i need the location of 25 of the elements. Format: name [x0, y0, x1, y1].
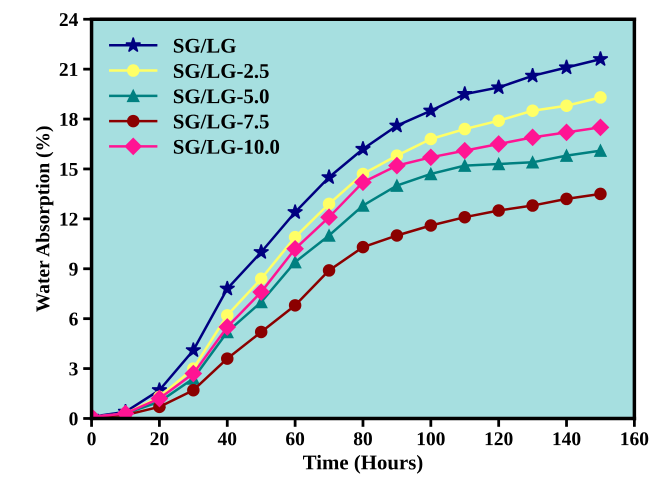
legend-label: SG/LG-7.5 — [174, 114, 269, 129]
legend-label: SG/LG-5.0 — [174, 89, 269, 104]
y-tick-label: 21 — [60, 63, 78, 76]
x-tick-label: 20 — [150, 432, 168, 446]
y-tick-label: 18 — [60, 112, 78, 126]
x-tick-label: 40 — [218, 432, 236, 446]
x-axis-title: Time (Hours) — [303, 454, 422, 474]
x-tick-label: 140 — [554, 432, 580, 446]
x-tick-label: 100 — [418, 432, 445, 446]
x-tick-label: 80 — [354, 432, 372, 446]
y-tick-label: 9 — [69, 262, 78, 276]
y-axis-title: Water Absorption (%) — [36, 126, 54, 312]
x-tick-label: 0 — [87, 432, 96, 446]
legend-label: SG/LG-2.5 — [174, 64, 269, 78]
y-tick-label: 6 — [69, 312, 78, 326]
y-tick-label: 12 — [60, 212, 78, 226]
x-tick-label: 60 — [286, 432, 304, 446]
legend-label: SG/LG-10.0 — [174, 140, 280, 154]
y-tick-label: 15 — [60, 162, 78, 176]
y-tick-label: 0 — [69, 412, 78, 426]
y-tick-label: 24 — [60, 13, 78, 26]
y-tick-label: 3 — [69, 362, 78, 376]
x-tick-label: 160 — [621, 432, 648, 446]
x-tick-label: 120 — [486, 432, 513, 446]
legend-label: SG/LG — [174, 38, 236, 53]
